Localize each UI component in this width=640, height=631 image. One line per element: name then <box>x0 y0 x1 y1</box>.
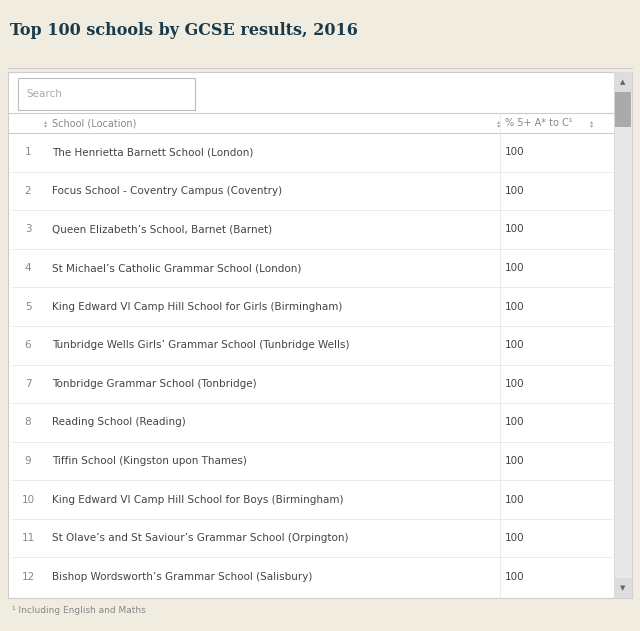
Text: ▾: ▾ <box>44 124 47 129</box>
Text: St Olave’s and St Saviour’s Grammar School (Orpington): St Olave’s and St Saviour’s Grammar Scho… <box>52 533 349 543</box>
Text: 100: 100 <box>505 263 525 273</box>
Text: Tunbridge Wells Girls’ Grammar School (Tunbridge Wells): Tunbridge Wells Girls’ Grammar School (T… <box>52 340 349 350</box>
Bar <box>614 578 632 598</box>
Text: 7: 7 <box>25 379 31 389</box>
Text: 100: 100 <box>505 379 525 389</box>
Bar <box>18 78 195 110</box>
Text: 10: 10 <box>21 495 35 505</box>
Text: Tiffin School (Kingston upon Thames): Tiffin School (Kingston upon Thames) <box>52 456 247 466</box>
Text: 100: 100 <box>505 186 525 196</box>
Text: Bishop Wordsworth’s Grammar School (Salisbury): Bishop Wordsworth’s Grammar School (Sali… <box>52 572 312 582</box>
Text: King Edward VI Camp Hill School for Girls (Birmingham): King Edward VI Camp Hill School for Girl… <box>52 302 342 312</box>
Text: ▼: ▼ <box>620 585 626 591</box>
Text: King Edward VI Camp Hill School for Boys (Birmingham): King Edward VI Camp Hill School for Boys… <box>52 495 344 505</box>
Bar <box>614 72 632 598</box>
Text: 1: 1 <box>25 147 31 157</box>
Text: Tonbridge Grammar School (Tonbridge): Tonbridge Grammar School (Tonbridge) <box>52 379 257 389</box>
Text: 100: 100 <box>505 225 525 235</box>
Text: Top 100 schools by GCSE results, 2016: Top 100 schools by GCSE results, 2016 <box>10 22 358 39</box>
Text: Search: Search <box>26 89 62 99</box>
Text: 12: 12 <box>21 572 35 582</box>
Text: 100: 100 <box>505 495 525 505</box>
Text: 100: 100 <box>505 147 525 157</box>
Text: ¹ Including English and Maths: ¹ Including English and Maths <box>12 606 146 615</box>
Text: Focus School - Coventry Campus (Coventry): Focus School - Coventry Campus (Coventry… <box>52 186 282 196</box>
Text: 100: 100 <box>505 302 525 312</box>
Text: Reading School (Reading): Reading School (Reading) <box>52 417 186 427</box>
Bar <box>8 72 632 598</box>
Text: 100: 100 <box>505 417 525 427</box>
Text: 100: 100 <box>505 456 525 466</box>
Text: 6: 6 <box>25 340 31 350</box>
Bar <box>615 92 631 127</box>
Text: ▴: ▴ <box>591 119 593 124</box>
Text: 11: 11 <box>21 533 35 543</box>
Text: Queen Elizabeth’s School, Barnet (Barnet): Queen Elizabeth’s School, Barnet (Barnet… <box>52 225 272 235</box>
Text: ▴: ▴ <box>44 119 47 124</box>
Text: ▾: ▾ <box>591 124 593 129</box>
Text: St Michael’s Catholic Grammar School (London): St Michael’s Catholic Grammar School (Lo… <box>52 263 301 273</box>
Text: ▾: ▾ <box>497 124 500 129</box>
Text: ▲: ▲ <box>620 79 626 85</box>
Text: The Henrietta Barnett School (London): The Henrietta Barnett School (London) <box>52 147 253 157</box>
Text: 5: 5 <box>25 302 31 312</box>
Text: % 5+ A* to C¹: % 5+ A* to C¹ <box>505 118 573 128</box>
Bar <box>614 72 632 92</box>
Text: ▴: ▴ <box>497 119 500 124</box>
Text: School (Location): School (Location) <box>52 118 136 128</box>
Text: 3: 3 <box>25 225 31 235</box>
Text: 4: 4 <box>25 263 31 273</box>
Text: 8: 8 <box>25 417 31 427</box>
Text: 100: 100 <box>505 533 525 543</box>
Text: 2: 2 <box>25 186 31 196</box>
Text: 9: 9 <box>25 456 31 466</box>
Text: 100: 100 <box>505 340 525 350</box>
Text: 100: 100 <box>505 572 525 582</box>
